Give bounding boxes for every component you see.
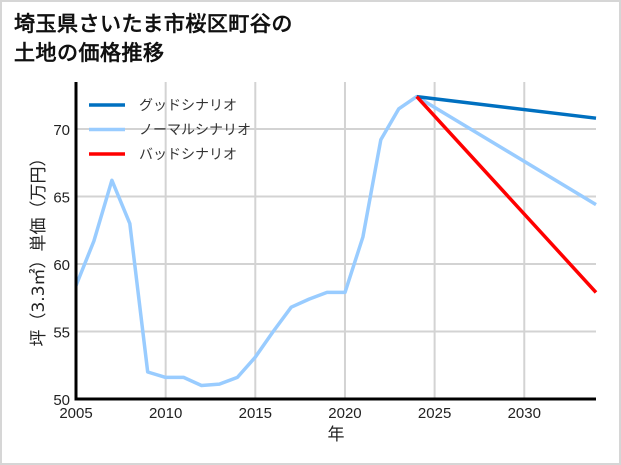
y-tick-label: 50: [53, 392, 70, 409]
series-line: [415, 95, 598, 294]
x-axis-label: 年: [328, 425, 345, 445]
x-tick-label: 2020: [328, 405, 361, 422]
legend-label: ノーマルシナリオ: [139, 123, 251, 139]
chart-title: 埼玉県さいたま市桜区町谷の 土地の価格推移: [14, 10, 293, 68]
x-tick-label: 2005: [59, 405, 92, 422]
series-lines: [74, 94, 598, 388]
x-tick-label: 2015: [239, 405, 272, 422]
y-tick-label: 55: [53, 325, 70, 342]
x-tick-label: 2030: [508, 405, 541, 422]
y-axis-label: 坪（3.3㎡）単価（万円）: [29, 149, 49, 346]
series-line: [416, 94, 597, 120]
y-tick-label: 65: [53, 190, 70, 207]
legend-label: グッドシナリオ: [139, 98, 237, 114]
legend-label: バッドシナリオ: [139, 147, 237, 163]
series-line: [74, 94, 597, 388]
y-tick-label: 70: [53, 122, 70, 139]
tick-labels: 2005 2010 2015 2020 2025 2030 50 55 60 65 70: [53, 122, 541, 422]
title-line-1: 埼玉県さいたま市桜区町谷の: [14, 12, 293, 36]
x-tick-label: 2025: [418, 405, 451, 422]
x-tick-label: 2010: [149, 405, 182, 422]
axes: [74, 82, 596, 401]
y-tick-label: 60: [53, 257, 70, 274]
title-line-2: 土地の価格推移: [14, 41, 165, 65]
